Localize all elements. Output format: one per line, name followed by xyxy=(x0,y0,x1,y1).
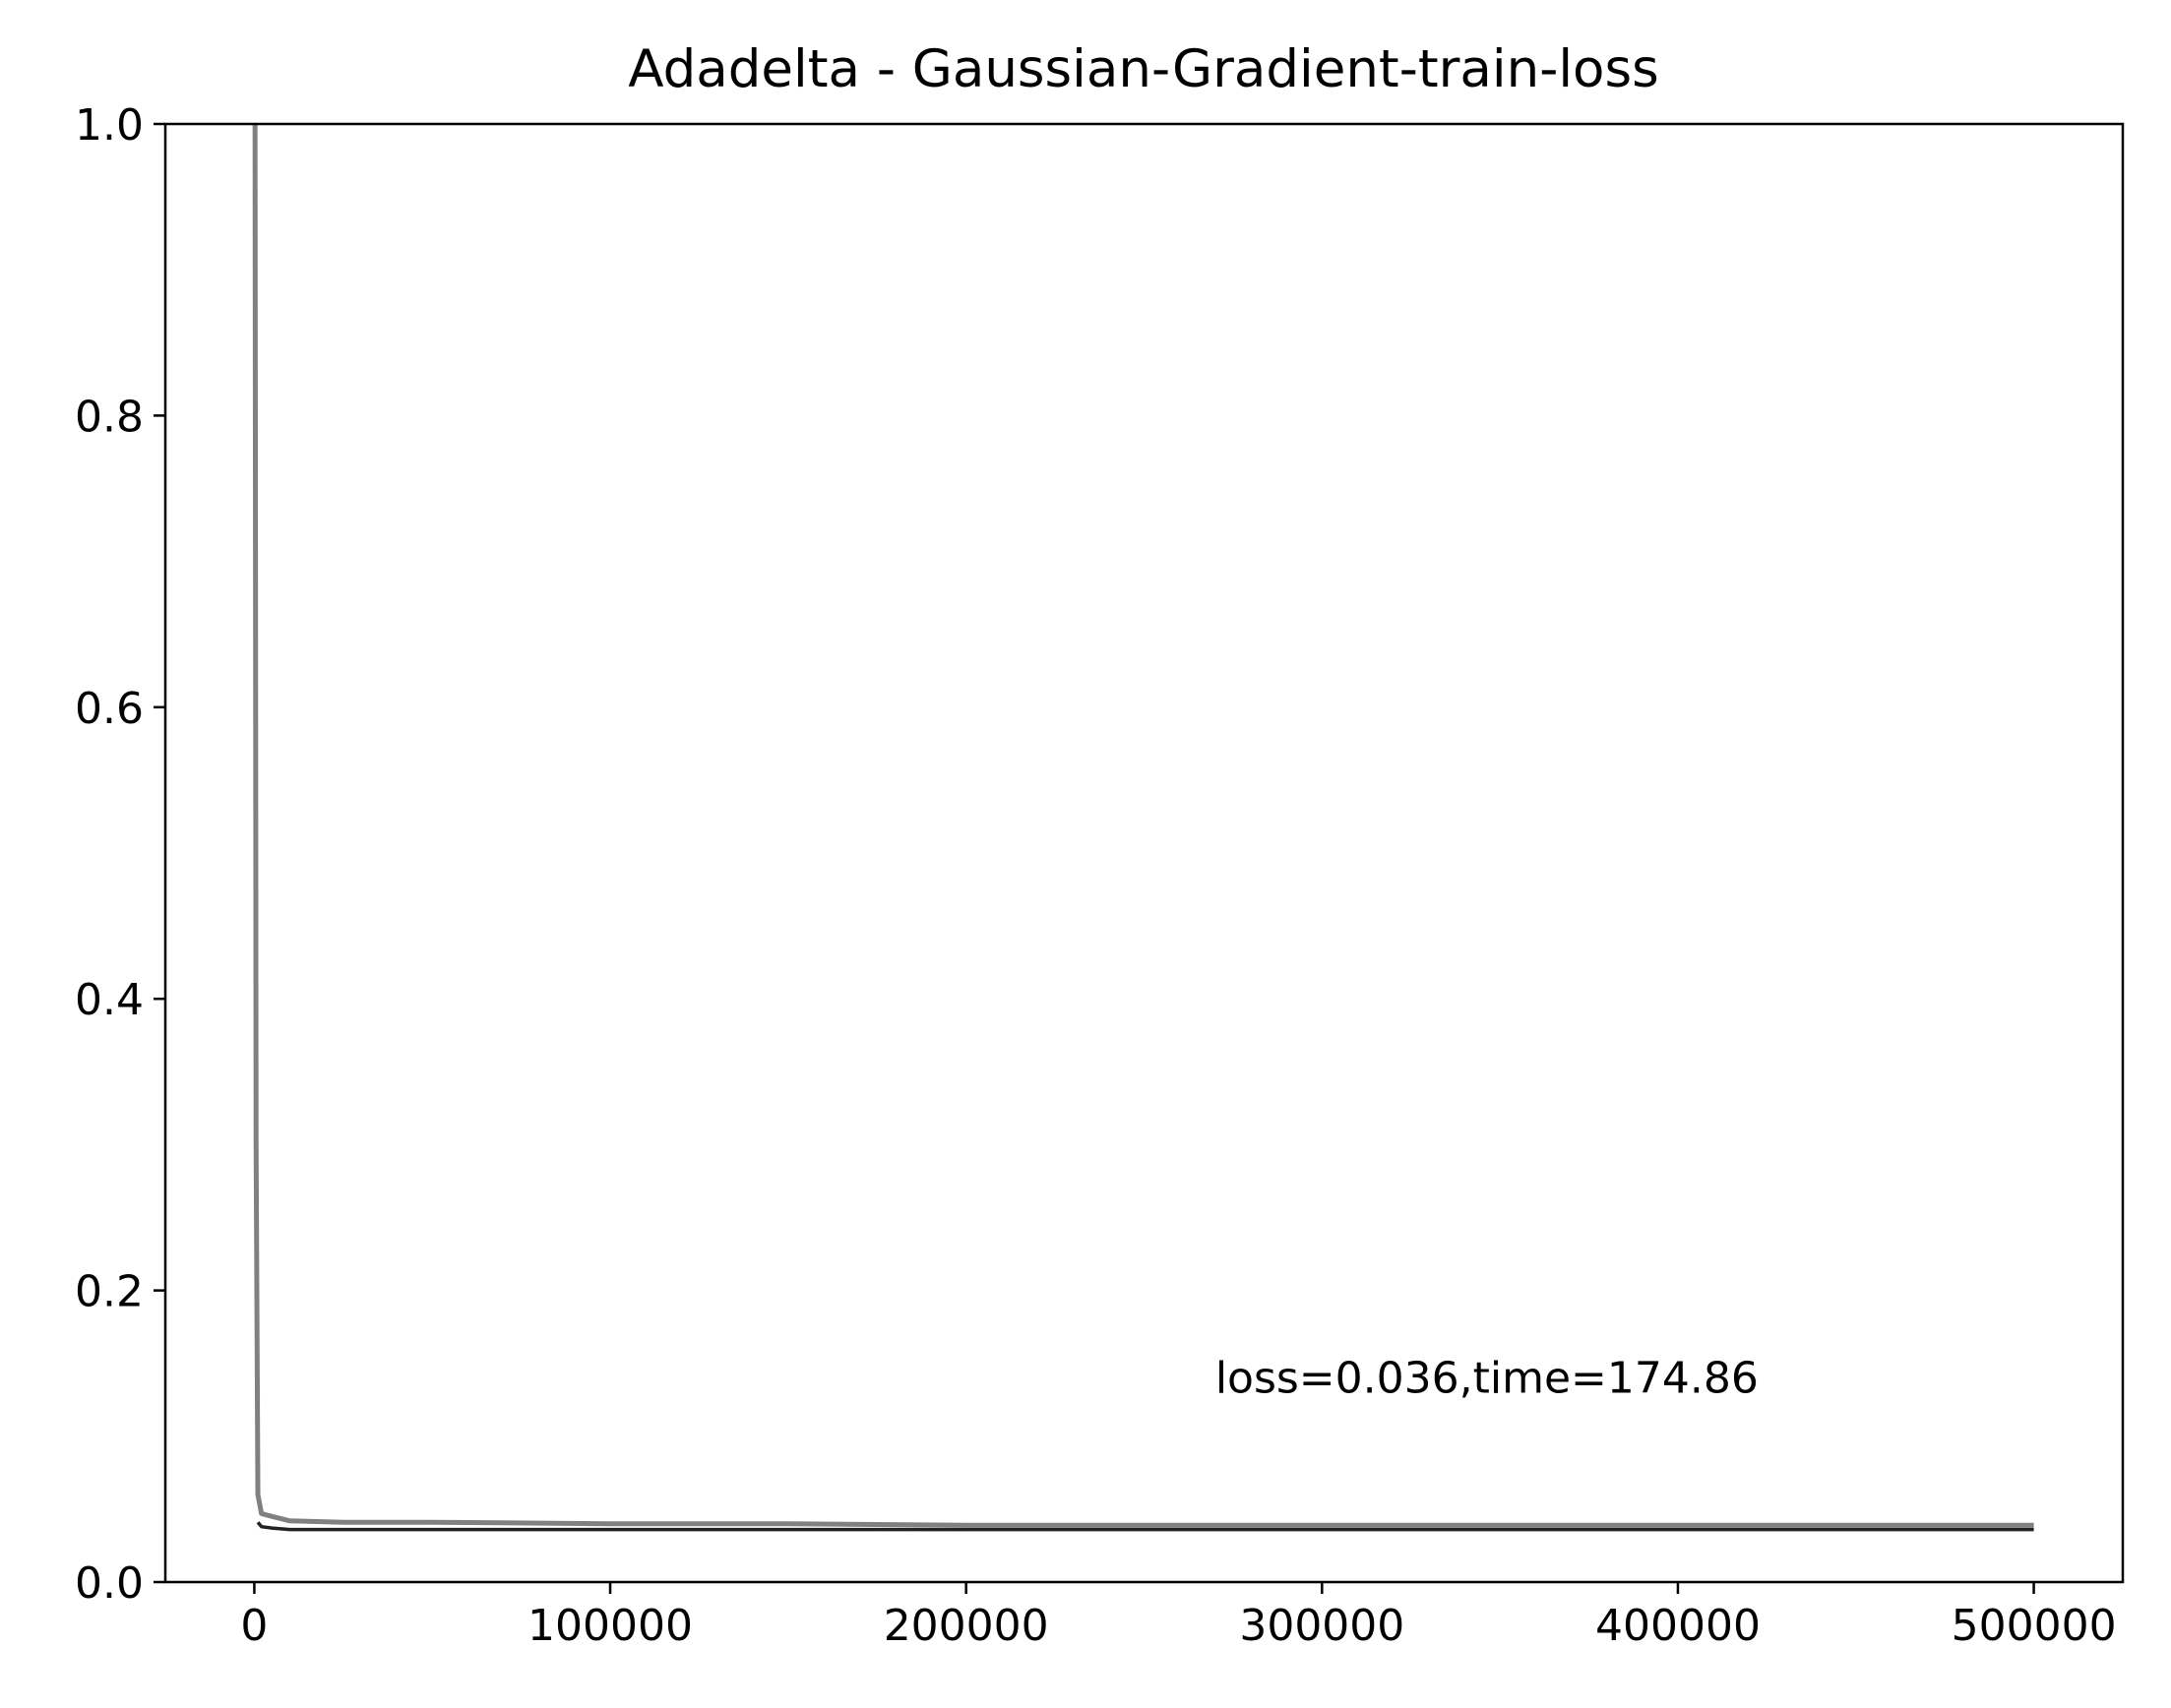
chart-title: Adadelta - Gaussian-Gradient-train-loss xyxy=(628,39,1658,99)
plot-frame xyxy=(163,122,2125,1584)
x-tick-label: 400000 xyxy=(1595,1601,1761,1651)
y-tick-label: 0.0 xyxy=(75,1558,144,1609)
x-tick-label: 500000 xyxy=(1952,1601,2117,1651)
y-tick-label: 0.8 xyxy=(75,392,144,442)
series-line-1 xyxy=(252,124,2034,1528)
y-tick-label: 0.4 xyxy=(75,975,144,1025)
x-axis: 0 100000 200000 300000 400000 500000 xyxy=(240,1582,2117,1651)
annotation-text: loss=0.036,time=174.86 xyxy=(1215,1353,1759,1403)
x-tick-label: 0 xyxy=(240,1601,268,1651)
series-group xyxy=(252,124,2034,1532)
series-line-2 xyxy=(256,1521,2034,1532)
plot-background xyxy=(165,124,2123,1582)
x-tick-label: 100000 xyxy=(527,1601,693,1651)
y-tick-label: 0.6 xyxy=(75,684,144,734)
y-tick-label: 0.2 xyxy=(75,1267,144,1317)
y-axis: 0.0 0.2 0.4 0.6 0.8 1.0 xyxy=(75,100,165,1609)
x-tick-label: 200000 xyxy=(884,1601,1049,1651)
x-tick-label: 300000 xyxy=(1239,1601,1404,1651)
y-tick-label: 1.0 xyxy=(75,100,144,151)
